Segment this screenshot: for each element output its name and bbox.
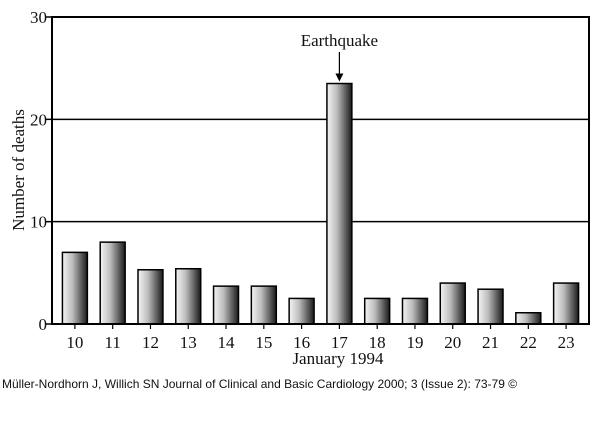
y-axis-title: Number of deaths bbox=[9, 109, 28, 231]
annotation: Earthquake bbox=[301, 31, 378, 82]
bar-chart: 0 10 20 30 10 11 12 13 14 15 16 17 18 19 20 21 22 23 Jan… bbox=[9, 8, 590, 368]
bar-day-14 bbox=[212, 285, 240, 325]
earthquake-arrow-head-icon bbox=[335, 73, 344, 82]
earthquake-annotation-label: Earthquake bbox=[301, 31, 378, 50]
x-tick-label: 20 bbox=[444, 333, 461, 352]
x-tick-label: 17 bbox=[331, 333, 349, 352]
bar-day-12 bbox=[137, 269, 164, 325]
x-axis-title: January 1994 bbox=[292, 349, 384, 368]
x-tick-label: 15 bbox=[255, 333, 272, 352]
bar-day-20 bbox=[439, 282, 466, 325]
bar-day-13 bbox=[175, 267, 202, 325]
bar-day-11 bbox=[99, 241, 126, 325]
x-tick-label: 13 bbox=[180, 333, 197, 352]
plot-frame bbox=[51, 16, 590, 325]
x-tick-label: 23 bbox=[558, 333, 575, 352]
bar-day-22 bbox=[515, 311, 542, 325]
x-tick-label: 14 bbox=[218, 333, 236, 352]
bar-day-10 bbox=[61, 251, 89, 325]
y-tick-label: 30 bbox=[30, 8, 47, 27]
bar-day-23 bbox=[552, 282, 580, 325]
y-tick-labels: 0 10 20 30 bbox=[30, 8, 52, 334]
x-tick-label: 22 bbox=[520, 333, 537, 352]
bar-day-19 bbox=[401, 297, 429, 325]
x-tick-labels: 10 11 12 13 14 15 16 17 18 19 20 21 22 23 bbox=[66, 324, 575, 352]
bar-day-21 bbox=[477, 288, 504, 325]
x-tick-label: 11 bbox=[104, 333, 120, 352]
gridlines bbox=[52, 118, 589, 223]
y-tick-label: 20 bbox=[30, 110, 47, 129]
bar-day-17 bbox=[326, 82, 353, 325]
bar-day-16 bbox=[288, 297, 315, 325]
bar-day-15 bbox=[250, 285, 278, 325]
x-tick-label: 12 bbox=[142, 333, 159, 352]
x-tick-label: 21 bbox=[482, 333, 499, 352]
y-tick-label: 10 bbox=[30, 213, 47, 232]
x-tick-label: 18 bbox=[369, 333, 386, 352]
x-tick-label: 16 bbox=[293, 333, 310, 352]
x-tick-label: 19 bbox=[406, 333, 423, 352]
x-tick-label: 10 bbox=[66, 333, 83, 352]
citation-caption: Müller-Nordhorn J, Willich SN Journal of… bbox=[2, 377, 518, 391]
y-tick-label: 0 bbox=[39, 315, 48, 334]
bars bbox=[61, 82, 580, 325]
bar-day-18 bbox=[363, 297, 391, 325]
